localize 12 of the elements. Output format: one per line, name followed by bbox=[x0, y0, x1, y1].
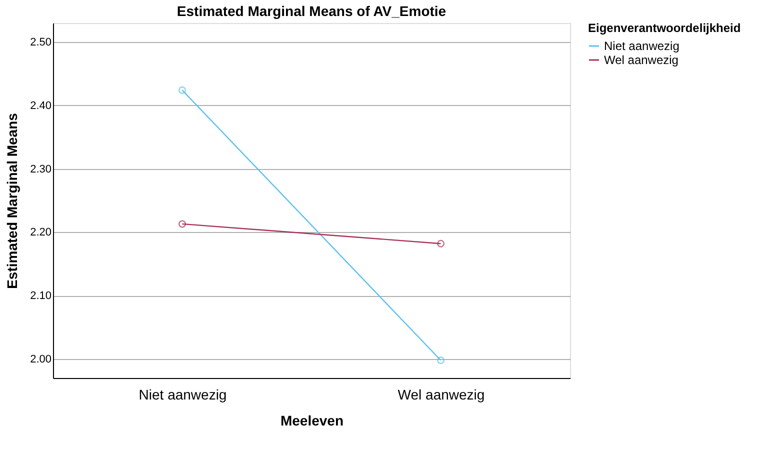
y-axis-title: Estimated Marginal Means bbox=[4, 112, 20, 289]
y-tick-label: 2.00 bbox=[30, 353, 52, 366]
y-tick-label: 2.40 bbox=[30, 100, 52, 112]
y-tick-label: 2.10 bbox=[30, 290, 52, 302]
x-axis-title: Meeleven bbox=[280, 412, 344, 428]
y-tick-label: 2.50 bbox=[30, 36, 52, 49]
legend-label: Wel aanwezig bbox=[604, 53, 678, 67]
legend-label: Niet aanwezig bbox=[604, 39, 680, 53]
y-tick-label: 2.20 bbox=[30, 226, 52, 239]
chart-title: Estimated Marginal Means of AV_Emotie bbox=[176, 3, 446, 19]
y-tick-label: 2.30 bbox=[30, 163, 52, 176]
legend-title: Eigenverantwoordelijkheid bbox=[588, 21, 741, 35]
